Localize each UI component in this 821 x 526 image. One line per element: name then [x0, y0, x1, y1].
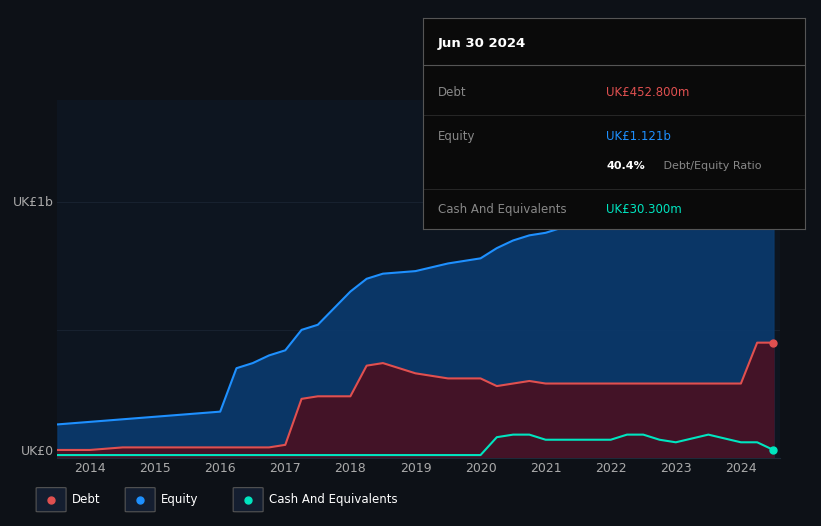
Text: 40.4%: 40.4% [606, 160, 644, 171]
Text: UK£1.121b: UK£1.121b [606, 130, 671, 143]
Text: UK£30.300m: UK£30.300m [606, 204, 681, 216]
FancyBboxPatch shape [125, 488, 155, 512]
Text: Debt: Debt [71, 493, 100, 506]
Text: Debt: Debt [438, 86, 466, 98]
Text: Debt/Equity Ratio: Debt/Equity Ratio [659, 160, 761, 171]
Text: Equity: Equity [438, 130, 475, 143]
FancyBboxPatch shape [233, 488, 263, 512]
Text: Cash And Equivalents: Cash And Equivalents [438, 204, 566, 216]
Text: Equity: Equity [161, 493, 198, 506]
Text: Cash And Equivalents: Cash And Equivalents [268, 493, 397, 506]
FancyBboxPatch shape [36, 488, 66, 512]
Text: UK£1b: UK£1b [13, 196, 54, 209]
Text: UK£452.800m: UK£452.800m [606, 86, 690, 98]
Text: UK£0: UK£0 [21, 444, 54, 458]
Text: Jun 30 2024: Jun 30 2024 [438, 37, 526, 50]
